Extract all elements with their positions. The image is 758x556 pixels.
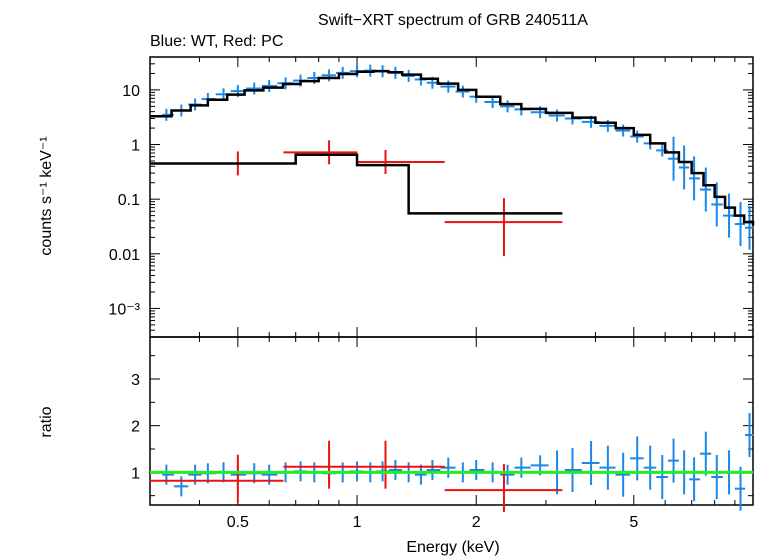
x-axis-label: Energy (keV): [406, 539, 499, 556]
spectrum-wt-point: [484, 96, 501, 109]
ratio-pc-point: [283, 440, 358, 489]
spectrum-wt-point: [261, 79, 278, 92]
ratio-ytick-label-1: 2: [131, 419, 140, 436]
x-tick-label-1: 1: [353, 514, 362, 531]
spectrum-pc-point: [283, 140, 358, 165]
ratio-wt-point: [599, 445, 616, 490]
ratio-wt-point: [500, 464, 515, 485]
ratio-pc-point: [150, 454, 284, 503]
ratio-pc-point: [357, 440, 445, 489]
ratio-wt-point: [514, 457, 531, 478]
y-axis-label-spectrum: counts s⁻¹ keV⁻¹: [38, 136, 55, 255]
spectrum-ytick-label-1: 1: [131, 138, 140, 155]
spectrum-ytick-label-4: 10⁻³: [108, 301, 140, 318]
spectrum-series-model_pc: [150, 153, 563, 215]
spectrum-wt-point: [722, 193, 735, 238]
x-tick-label-3: 5: [629, 514, 638, 531]
ratio-wt-point: [711, 455, 723, 499]
spectrum-wt-point: [402, 69, 415, 82]
spectrum-frame: [149, 56, 754, 338]
spectrum-ytick-label-0: 10: [122, 83, 140, 100]
spectrum-wt-point: [734, 202, 746, 247]
spectrum-ytick-label-3: 0.01: [109, 247, 140, 264]
ratio-wt-point: [667, 438, 679, 483]
chart-title: Swift−XRT spectrum of GRB 240511A: [318, 12, 588, 29]
spectrum-pc-point: [357, 149, 445, 174]
ratio-wt-point: [173, 476, 189, 497]
x-tick-label-2: 2: [472, 514, 481, 531]
spectrum-wt-point: [699, 167, 712, 212]
y-axis-label-ratio: ratio: [38, 406, 55, 437]
spectrum-pc-point: [444, 198, 563, 257]
spectrum-wt-point: [548, 109, 565, 122]
ratio-wt-point: [656, 455, 668, 499]
ratio-ytick-label-0: 1: [131, 465, 140, 482]
spectrum-series-model: [150, 69, 755, 226]
ratio-wt-point: [734, 466, 746, 511]
spectrum-wt-point: [440, 80, 456, 93]
ratio-wt-point: [643, 445, 657, 490]
spectrum-wt-point: [321, 69, 336, 82]
spectrum-wt-point: [455, 85, 470, 98]
spectrum-wt-point: [615, 124, 631, 137]
ratio-frame: [149, 336, 754, 506]
ratio-wt-point: [564, 448, 582, 492]
chart-subtitle: Blue: WT, Red: PC: [150, 33, 283, 50]
ratio-panel: 1 2 3 0.5 1 2 5: [131, 336, 754, 531]
ratio-wt-point: [426, 460, 441, 480]
ratio-wt-point: [414, 464, 427, 485]
ratio-wt-point: [469, 460, 485, 480]
ratio-ytick-label-2: 3: [131, 372, 140, 389]
spectrum-wt-point: [689, 156, 700, 201]
spectrum-wt-point: [745, 205, 754, 250]
spectrum-wt-point: [246, 82, 262, 95]
ratio-wt-point: [615, 452, 631, 497]
x-tick-label-0: 0.5: [227, 514, 249, 531]
spectrum-wt-point: [711, 182, 723, 227]
ratio-wt-point: [388, 460, 403, 480]
ratio-wt-point: [581, 441, 600, 485]
spectrum-wt-point: [678, 145, 690, 190]
spectrum-wt-point: [667, 136, 679, 181]
ratio-wt-point: [745, 413, 754, 457]
spectrum-wt-point: [500, 100, 515, 113]
ratio-wt-point: [689, 457, 700, 502]
ratio-wt-point: [699, 431, 712, 476]
spectrum-ytick-label-2: 0.1: [118, 192, 140, 209]
spectrum-wt-point: [630, 130, 644, 143]
spectrum-panel: 10 1 0.1 0.01 10⁻³: [108, 56, 755, 338]
